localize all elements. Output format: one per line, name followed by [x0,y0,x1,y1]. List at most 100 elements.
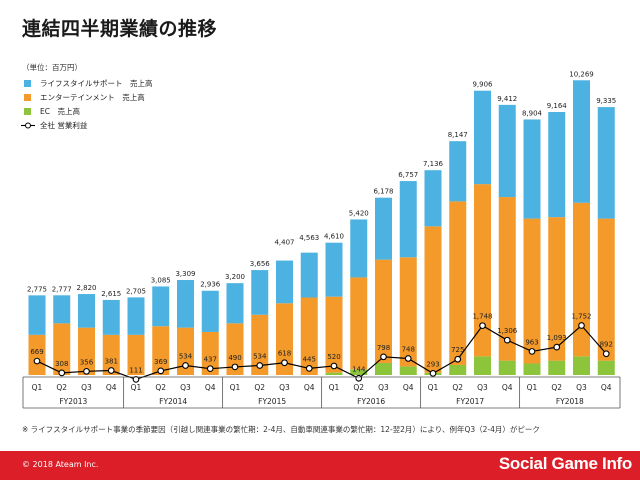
x-axis: Q1 Q2 Q3 Q4 Q1 Q2 Q3 Q4 Q1 Q2 Q3 Q4 Q1 Q2 Q3 Q4 Q1 Q2 Q3 Q4… [22,376,621,409]
profit-point [479,322,486,330]
fiscal-year-label: FY2017 [456,397,484,406]
total-label: 7,136 [423,160,444,168]
profit-point [305,365,313,372]
total-label: 4,563 [299,234,319,242]
legend-label: ライフスタイルサポート 売上高 [40,78,153,88]
profit-label: 144 [352,365,366,373]
x-tick-label: Q2 [551,383,562,392]
profit-point [380,353,387,361]
bar-segment [498,197,516,361]
total-label: 2,775 [27,285,47,293]
bar-segment [28,334,46,375]
profit-label: 892 [600,341,613,349]
total-label: 9,335 [596,97,616,105]
fiscal-year-label: FY2013 [59,397,87,406]
legend-marker [25,122,31,129]
total-label: 4,407 [274,239,294,247]
bar-segment [375,362,392,375]
unit-label: （単位：百万円） [22,62,82,72]
x-tick-label: Q1 [32,383,43,392]
bar-segment [276,260,293,304]
total-label: 2,615 [101,290,121,298]
profit-label: 1,748 [472,313,492,321]
bar-segment [152,326,170,375]
bar-segment [300,252,318,298]
fiscal-year-label: FY2014 [159,397,187,406]
total-label: 2,936 [200,281,221,289]
total-label: 2,777 [52,285,72,293]
bar-segment [78,294,95,328]
bar-segment [177,327,194,375]
total-label: 3,656 [250,260,271,268]
bar-segment [597,360,615,375]
profit-point [281,359,288,367]
legend-swatch [24,94,31,101]
bar-segment [350,369,368,375]
x-tick-label: Q2 [452,383,463,392]
profit-point [58,369,66,377]
profit-point [83,367,90,375]
profit-label: 111 [129,366,142,374]
x-tick-label: Q3 [378,383,389,392]
profit-label: 445 [303,355,316,363]
profit-label: 308 [55,360,68,368]
bar-segment [300,297,318,375]
bar-segment [424,226,442,373]
profit-label: 1,752 [571,313,591,321]
x-tick-label: Q1 [527,383,538,392]
x-tick-label: Q3 [81,383,92,392]
total-label: 3,309 [175,270,195,278]
bar-segment [523,119,541,219]
legend-swatch [24,108,31,115]
x-tick-label: Q4 [502,383,513,392]
x-tick-label: Q2 [56,383,67,392]
bar-segment [201,290,219,332]
profit-point [429,370,437,377]
x-tick-label: Q3 [180,383,191,392]
bar-segment [375,259,392,363]
profit-point [206,365,214,373]
x-tick-label: Q3 [576,383,587,392]
bar-segment [573,356,590,375]
bar-segment [474,184,491,357]
x-tick-label: Q4 [205,383,216,392]
bar-segment [53,323,71,375]
profit-label: 618 [278,350,291,358]
bar-segment [548,217,566,361]
profit-label: 1,093 [547,334,567,342]
profit-label: 669 [30,348,43,356]
bar-segment [597,107,615,219]
bar-segment [251,270,269,315]
total-label: 9,906 [472,81,493,89]
profit-label: 356 [80,358,94,366]
profit-label: 725 [451,346,464,354]
total-label: 8,147 [448,131,468,139]
total-label: 9,164 [547,102,568,110]
total-label: 6,178 [373,188,393,196]
profit-label: 520 [327,353,340,361]
fiscal-year-label: FY2018 [556,397,584,406]
x-tick-label: Q4 [304,383,315,392]
operating-profit-line [33,322,610,383]
bar-segment [102,299,120,335]
bar-segment [399,257,417,367]
x-tick-label: Q2 [254,383,265,392]
bar-segment [399,181,417,258]
bar-segment [523,363,541,375]
bar-segment [53,295,71,324]
bar-segment [177,280,194,328]
profit-point [33,357,41,365]
legend-swatch [24,80,31,87]
profit-label: 490 [228,354,241,362]
bar-segment [276,303,293,375]
total-label: 10,269 [569,70,594,78]
bar-segment [449,141,467,202]
x-tick-label: Q4 [106,383,117,392]
bar-segment [350,219,368,278]
bar-segment [399,366,417,375]
bar-segment [573,202,590,357]
footnote: ※ ライフスタイルサポート事業の季節要因（引越し関連事業の繁忙期：2-4月、自動… [22,425,540,434]
bar-segment [325,372,343,375]
bar-segment [498,360,516,375]
